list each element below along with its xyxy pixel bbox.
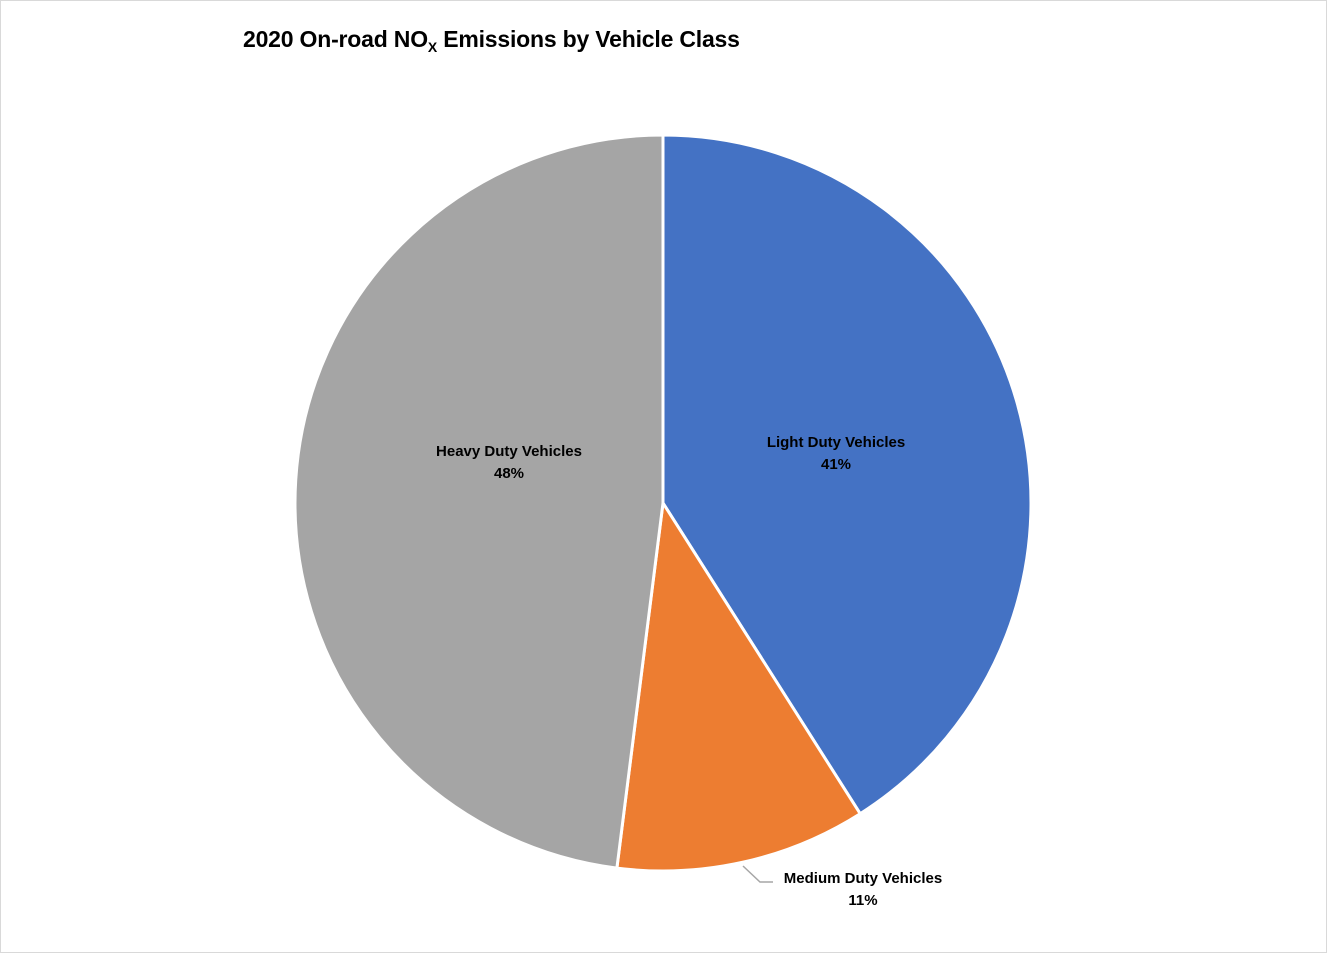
label-value: 48%	[493, 465, 525, 482]
label-value: 11%	[848, 892, 878, 909]
title-subscript: X	[427, 39, 438, 55]
data-label-heavy-duty: Heavy Duty Vehicles 48%	[436, 441, 582, 485]
label-category: Light Duty Vehicles	[766, 434, 906, 451]
data-label-medium-duty: Medium Duty Vehicles 11%	[784, 868, 942, 912]
data-label-light-duty: Light Duty Vehicles 41%	[767, 432, 905, 476]
title-text-suffix: Emissions by Vehicle Class	[437, 26, 740, 52]
label-value: 41%	[820, 456, 852, 473]
chart-title: 2020 On-road NOX Emissions by Vehicle Cl…	[243, 26, 740, 55]
label-category: Medium Duty Vehicles	[783, 870, 943, 887]
slice-light-duty	[661, 133, 1033, 816]
slice-medium-duty	[615, 501, 862, 873]
title-text: 2020 On-road NO	[243, 26, 428, 52]
slice-heavy-duty	[293, 133, 665, 870]
label-category: Heavy Duty Vehicles	[436, 443, 582, 460]
leader-line	[742, 865, 773, 883]
